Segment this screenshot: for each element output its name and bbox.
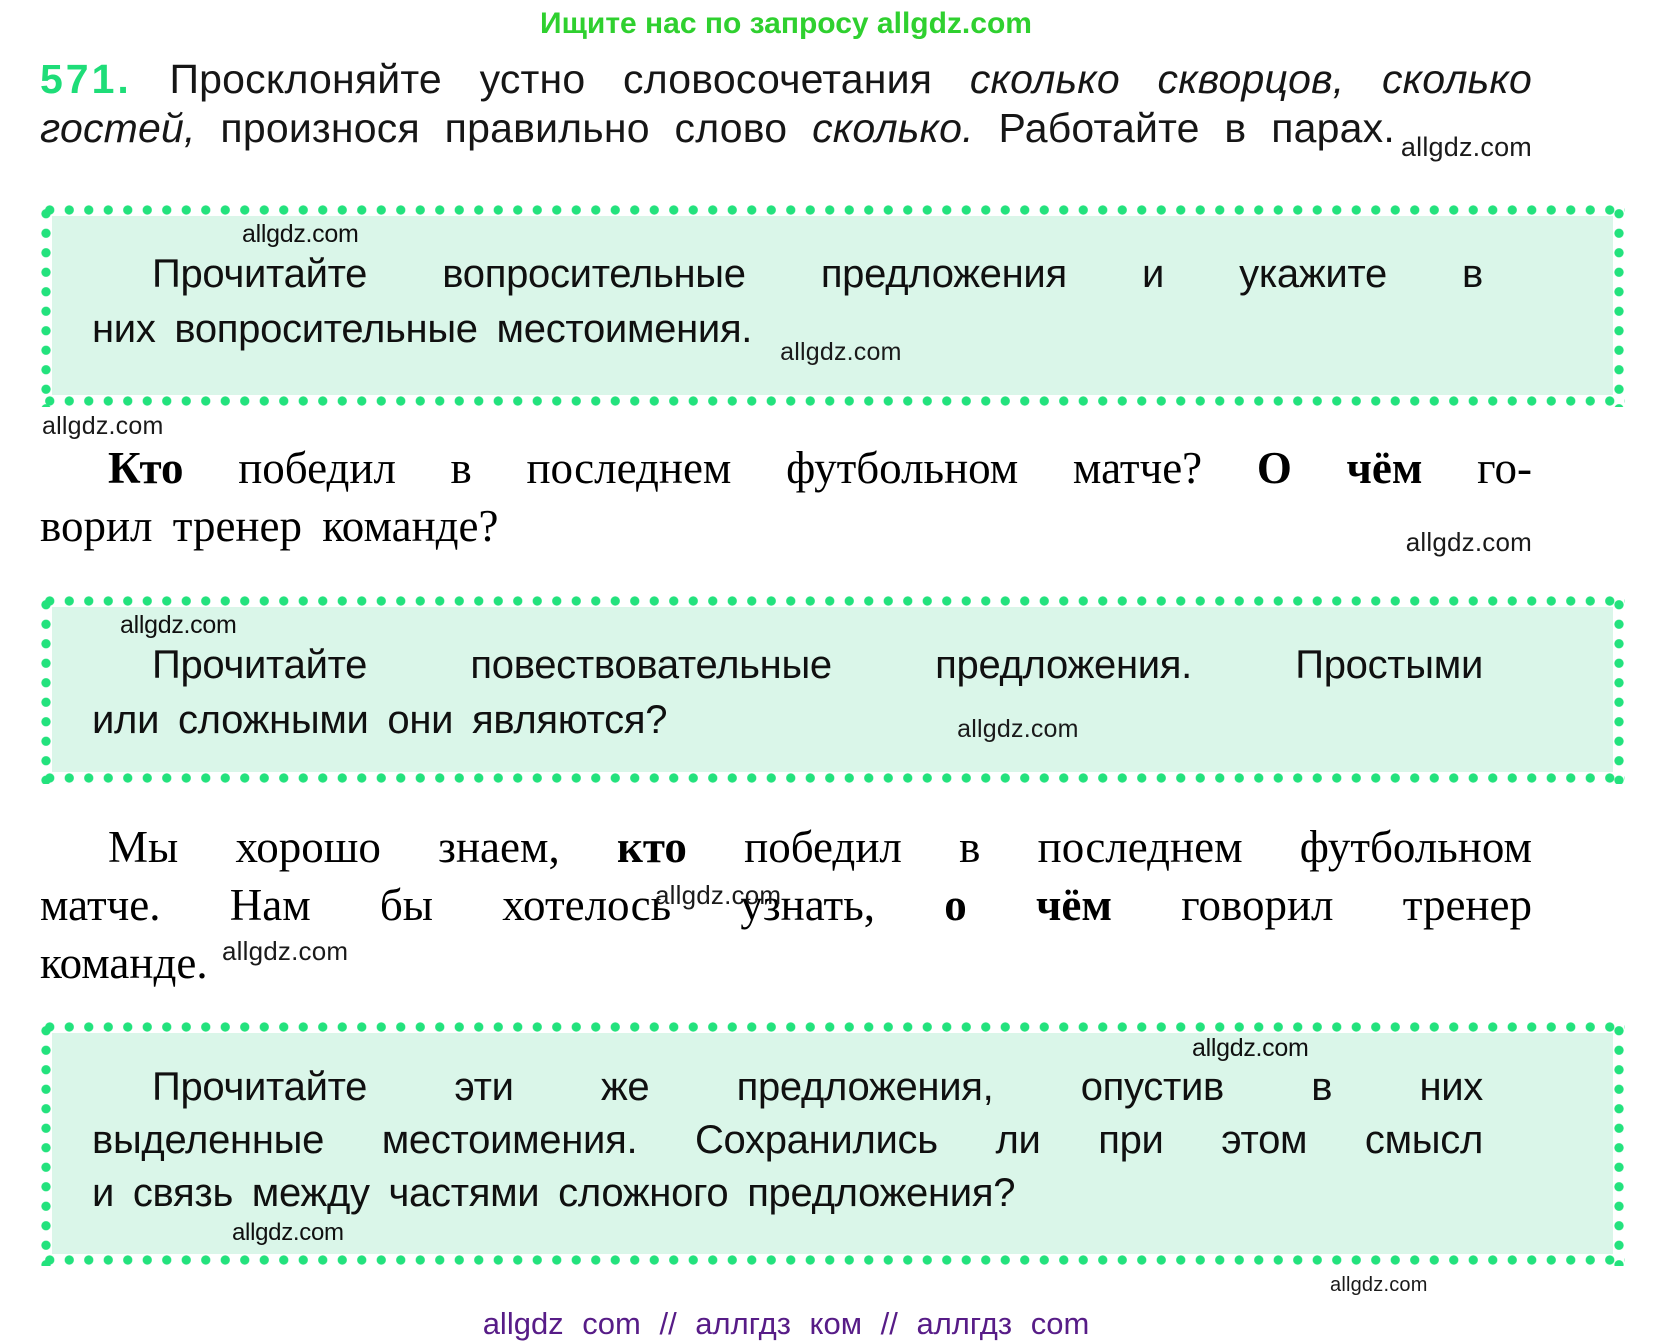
task-box-3-line-1: Прочитайте эти же предложения, опустив в…: [152, 1065, 1483, 1109]
task-box-1: allgdz.com Прочитайте вопросительные пре…: [40, 204, 1625, 407]
watermark: allgdz.com: [1192, 1034, 1309, 1062]
exercise-heading: 571. Просклоняйте устно словосочетания с…: [40, 55, 1532, 172]
watermark: allgdz.com: [222, 936, 349, 966]
paragraph-line: команде.: [40, 938, 208, 988]
task-box-2-line-2: или сложными они являются? allgdz.com: [92, 698, 1079, 743]
task-box-3: allgdz.com Прочитайте эти же предложения…: [40, 1021, 1625, 1266]
task-box-1-line-2: них вопросительные местоимения.allgdz.co…: [92, 307, 902, 366]
footer-site-line: allgdz com // аллгдз ком // аллгдз com: [482, 1306, 1090, 1341]
paragraph-line: матче. Нам бы хотелось узнать, о чём гов…: [40, 880, 1532, 930]
watermark: allgdz.com: [1405, 527, 1532, 557]
question-sentences-paragraph: Кто победил в последнем футбольном матче…: [40, 439, 1532, 557]
watermark: allgdz.com: [42, 412, 164, 440]
task-box-2-inner: allgdz.com Прочитайте повествовательные …: [52, 607, 1613, 772]
paragraph-text: ворил тренер команде?: [40, 501, 499, 551]
task-box-1-inner: allgdz.com Прочитайте вопросительные пре…: [52, 216, 1613, 395]
task-box-1-line-1: Прочитайте вопросительные предложения и …: [152, 252, 1483, 296]
paragraph-line: Мы хорошо знаем, кто победил в последнем…: [108, 822, 1532, 872]
task-box-2-line-1: Прочитайте повествовательные предложения…: [152, 643, 1483, 687]
exercise-heading-line-2: гостей, произнося правильно слово скольк…: [40, 105, 1532, 162]
task-box-3-inner: allgdz.com Прочитайте эти же предложения…: [52, 1033, 1613, 1254]
paragraph-line: allgdz.com ворил тренер команде?: [40, 497, 1532, 557]
watermark: allgdz.com: [242, 220, 359, 248]
exercise-number: 571.: [40, 56, 132, 102]
exercise-heading-text-1: Просклоняйте устно словосочетания скольк…: [131, 56, 1532, 102]
textbook-page: Ищите нас по запросу allgdz.com 571. Про…: [40, 7, 1625, 1341]
declarative-sentences-paragraph: Мы хорошо знаем, кто победил в последнем…: [40, 818, 1532, 992]
watermark: allgdz.com: [120, 611, 237, 639]
exercise-heading-line-1: 571. Просклоняйте устно словосочетания с…: [40, 55, 1532, 104]
promo-banner: Ищите нас по запросу allgdz.com: [540, 7, 1032, 40]
paragraph-line: Кто победил в последнем футбольном матче…: [108, 443, 1532, 493]
watermark: allgdz.com: [1330, 1274, 1428, 1296]
watermark: allgdz.com: [655, 880, 782, 910]
watermark: allgdz.com: [232, 1219, 344, 1246]
task-box-2: allgdz.com Прочитайте повествовательные …: [40, 595, 1625, 784]
task-box-3-line-2: выделенные местоимения. Сохранились ли п…: [92, 1118, 1483, 1162]
task-box-3-line-3: и связь между частями сложного предложен…: [92, 1171, 1016, 1215]
